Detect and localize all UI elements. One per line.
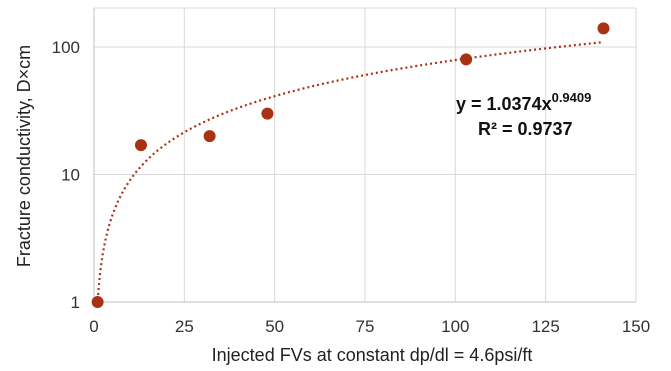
x-axis-label: Injected FVs at constant dp/dl = 4.6psi/…: [212, 345, 533, 365]
y-axis-label: Fracture conductivity, D×cm: [14, 45, 34, 267]
grid-lines: [94, 7, 637, 302]
data-point: [134, 139, 147, 152]
y-tick-label: 100: [52, 38, 80, 57]
r-squared-label: R² = 0.9737: [478, 119, 573, 139]
x-tick-label: 100: [441, 317, 469, 336]
y-tick-label: 10: [61, 166, 80, 185]
trendline-equation: y = 1.0374x0.9409: [456, 90, 591, 114]
data-point: [203, 130, 216, 143]
equation-base: y = 1.0374x: [456, 94, 552, 114]
x-tick-label: 25: [175, 317, 194, 336]
y-tick-label: 1: [71, 293, 80, 312]
x-tick-label: 0: [89, 317, 98, 336]
data-point: [597, 22, 610, 35]
equation-exponent: 0.9409: [552, 90, 592, 105]
data-point: [460, 53, 473, 66]
x-tick-label: 75: [356, 317, 375, 336]
data-point: [261, 107, 274, 120]
y-tick-labels: 1 10 100: [52, 38, 80, 312]
x-tick-label: 125: [531, 317, 559, 336]
x-tick-label: 150: [622, 317, 650, 336]
trendline: [96, 41, 604, 301]
x-tick-labels: 0 25 50 75 100 125 150: [89, 317, 650, 336]
x-tick-label: 50: [265, 317, 284, 336]
axes: [93, 8, 636, 303]
data-points: [91, 22, 610, 308]
data-point: [91, 296, 104, 308]
